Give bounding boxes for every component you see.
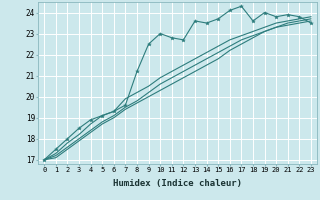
- X-axis label: Humidex (Indice chaleur): Humidex (Indice chaleur): [113, 179, 242, 188]
